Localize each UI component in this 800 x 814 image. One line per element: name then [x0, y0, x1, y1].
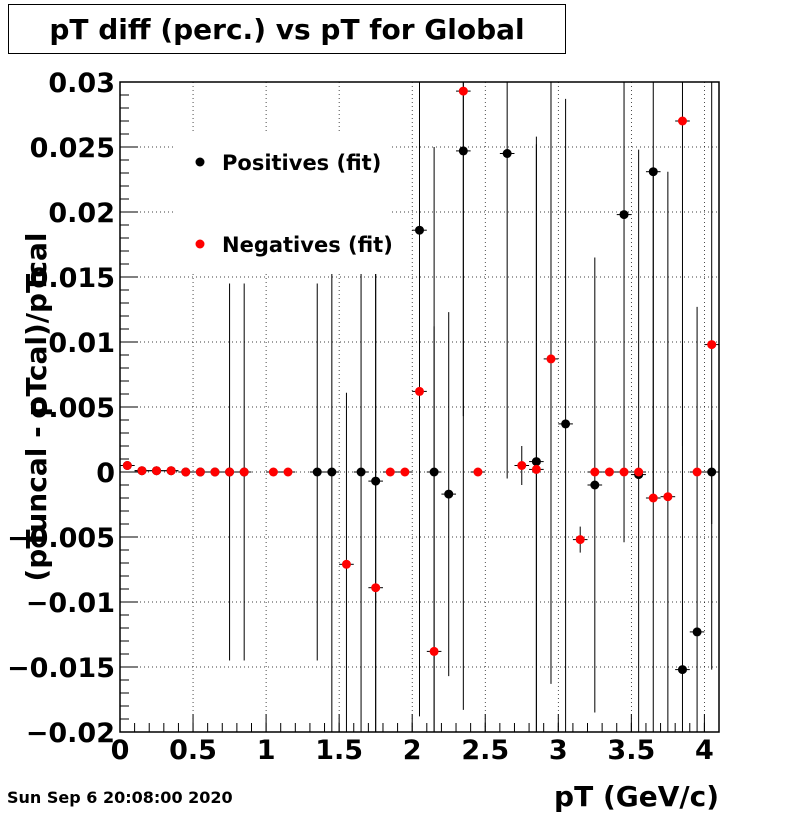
negatives-point — [137, 466, 147, 476]
legend-background — [176, 132, 390, 274]
positives-point — [356, 467, 366, 477]
legend-marker — [195, 157, 205, 167]
legend-marker — [195, 239, 205, 249]
x-tick-label: 2 — [403, 735, 422, 766]
negatives-point — [590, 467, 600, 477]
negatives-point — [400, 467, 410, 477]
x-tick-label: 4 — [695, 735, 714, 766]
positives-point — [502, 149, 512, 158]
axis-ticks — [119, 81, 720, 733]
timestamp: Sun Sep 6 20:08:00 2020 — [7, 788, 233, 807]
positives-point — [677, 665, 687, 675]
positives-point — [371, 476, 381, 486]
positives-point — [312, 467, 322, 477]
x-tick-label: 3 — [549, 735, 568, 766]
y-tick-label: 0.025 — [30, 133, 115, 164]
negatives-point — [268, 467, 278, 477]
negatives-point — [195, 467, 205, 477]
negatives-point — [619, 467, 629, 477]
x-tick-label: 0 — [111, 735, 130, 766]
positives-point — [531, 457, 541, 467]
negatives-point — [707, 340, 717, 350]
tick-labels: 0 0.5 1 1.5 2 2.5 3 3.5 4 −0.02 −0.015 −0.01 −0.005 0… — [7, 68, 714, 766]
negatives-point — [473, 467, 483, 477]
positives-point — [707, 467, 717, 477]
negatives-point — [210, 467, 220, 477]
y-tick-label: 0.01 — [48, 328, 115, 359]
negatives-point — [575, 535, 585, 545]
negatives-point — [692, 467, 702, 477]
positives-point — [561, 419, 571, 429]
legend-label: Positives (fit) — [222, 151, 381, 175]
positives-point — [444, 489, 454, 499]
negatives-point — [371, 583, 381, 593]
y-tick-label: 0.02 — [48, 198, 115, 229]
positives-point — [590, 480, 600, 490]
y-tick-label: −0.005 — [7, 523, 115, 554]
y-tick-label: −0.015 — [7, 653, 115, 684]
x-tick-label: 1.5 — [315, 735, 363, 766]
negatives-point — [283, 467, 293, 477]
negatives-point — [239, 467, 249, 477]
positives-point — [429, 467, 439, 477]
negatives-point — [634, 467, 644, 477]
negatives-point — [531, 464, 541, 474]
negatives-point — [517, 461, 527, 470]
negatives-point — [663, 492, 673, 502]
positives-point — [327, 467, 337, 477]
negatives-point — [225, 467, 235, 477]
chart-title: pT diff (perc.) vs pT for Global — [8, 4, 566, 54]
legend-label: Negatives (fit) — [222, 233, 393, 257]
x-tick-label: 2.5 — [461, 735, 509, 766]
x-tick-label: 1 — [257, 735, 276, 766]
negatives-point — [152, 466, 162, 476]
positives-point — [648, 167, 658, 177]
negatives-point — [181, 467, 191, 477]
y-tick-label: −0.01 — [26, 588, 115, 619]
negatives-point — [648, 493, 658, 503]
x-tick-label: 3.5 — [607, 735, 655, 766]
y-tick-label: 0 — [96, 458, 115, 489]
negatives-point — [166, 466, 176, 476]
negatives-point — [122, 461, 132, 470]
negatives-point — [546, 354, 556, 364]
positives-point — [619, 210, 629, 220]
negatives-point — [604, 467, 614, 477]
negatives-point — [385, 467, 395, 477]
y-tick-label: 0.03 — [48, 68, 115, 99]
y-tick-label: 0.005 — [30, 393, 115, 424]
y-tick-label: 0.015 — [30, 263, 115, 294]
positives-point — [415, 225, 424, 235]
negatives-point — [458, 86, 468, 96]
legend: Positives (fit) Negatives (fit) — [176, 132, 393, 274]
x-axis-title: pT (GeV/c) — [554, 780, 719, 813]
x-tick-label: 0.5 — [169, 735, 217, 766]
y-tick-label: −0.02 — [26, 718, 115, 749]
data-points — [122, 86, 717, 675]
positives-point — [458, 146, 468, 156]
negatives-point — [341, 559, 351, 569]
negatives-point — [429, 646, 439, 656]
positives-point — [692, 627, 702, 637]
y-axis-title: (pTuncal - pTcal)/pTcal — [20, 233, 53, 582]
negatives-point — [415, 386, 424, 396]
negatives-point — [677, 116, 687, 126]
